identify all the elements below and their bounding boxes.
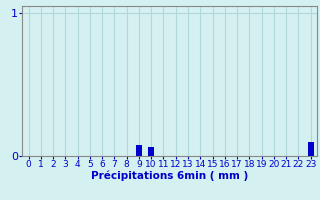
Bar (308, 142, 314, 156)
Bar (148, 147, 154, 156)
X-axis label: Précipitations 6min ( mm ): Précipitations 6min ( mm ) (91, 171, 248, 181)
Bar (136, 145, 142, 156)
